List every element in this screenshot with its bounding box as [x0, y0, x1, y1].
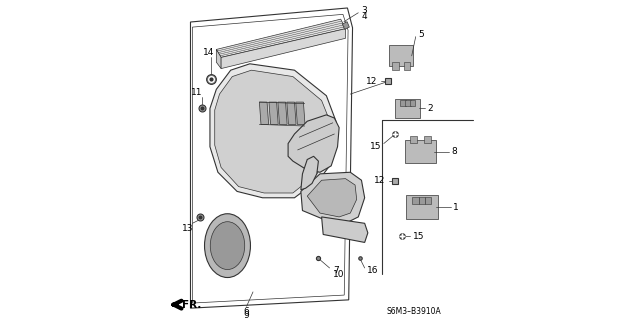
- Polygon shape: [259, 102, 269, 124]
- Text: 3: 3: [362, 6, 367, 15]
- Text: 14: 14: [203, 48, 214, 57]
- Polygon shape: [191, 8, 353, 308]
- Polygon shape: [307, 179, 356, 217]
- Text: 1: 1: [453, 203, 459, 212]
- Text: 6: 6: [244, 307, 250, 315]
- FancyBboxPatch shape: [389, 45, 413, 66]
- Polygon shape: [215, 70, 331, 193]
- FancyBboxPatch shape: [404, 63, 410, 70]
- Polygon shape: [301, 156, 319, 190]
- Text: 13: 13: [182, 224, 193, 233]
- Text: FR.: FR.: [182, 300, 202, 310]
- Polygon shape: [288, 115, 339, 172]
- FancyBboxPatch shape: [405, 100, 411, 106]
- Text: 12: 12: [374, 176, 386, 185]
- Polygon shape: [287, 102, 296, 124]
- FancyBboxPatch shape: [396, 99, 420, 118]
- Polygon shape: [269, 102, 278, 124]
- FancyBboxPatch shape: [412, 197, 419, 204]
- Text: 15: 15: [413, 232, 424, 241]
- FancyBboxPatch shape: [405, 140, 436, 163]
- Text: 5: 5: [419, 30, 424, 39]
- Text: 10: 10: [333, 271, 345, 279]
- Ellipse shape: [205, 214, 250, 278]
- FancyBboxPatch shape: [406, 195, 438, 219]
- Text: 15: 15: [370, 142, 381, 151]
- Text: 9: 9: [244, 311, 250, 319]
- Text: 4: 4: [362, 12, 367, 21]
- Polygon shape: [296, 102, 305, 124]
- Polygon shape: [193, 14, 348, 303]
- Polygon shape: [216, 49, 221, 69]
- Polygon shape: [321, 217, 368, 242]
- Polygon shape: [342, 22, 349, 29]
- Text: 8: 8: [451, 147, 457, 156]
- Text: 2: 2: [428, 104, 433, 113]
- FancyBboxPatch shape: [400, 100, 406, 106]
- FancyBboxPatch shape: [424, 136, 431, 143]
- Text: 7: 7: [333, 266, 339, 275]
- Polygon shape: [216, 19, 346, 57]
- Text: 12: 12: [366, 77, 378, 86]
- Polygon shape: [221, 29, 346, 69]
- FancyBboxPatch shape: [392, 63, 399, 70]
- Text: 16: 16: [367, 266, 379, 275]
- FancyBboxPatch shape: [410, 100, 415, 106]
- Ellipse shape: [211, 222, 244, 270]
- FancyBboxPatch shape: [419, 197, 425, 204]
- Text: S6M3–B3910A: S6M3–B3910A: [387, 308, 441, 316]
- Polygon shape: [301, 172, 365, 223]
- Polygon shape: [210, 64, 336, 198]
- Text: 11: 11: [191, 88, 203, 97]
- FancyBboxPatch shape: [425, 197, 431, 204]
- FancyBboxPatch shape: [410, 136, 417, 143]
- Polygon shape: [278, 102, 287, 124]
